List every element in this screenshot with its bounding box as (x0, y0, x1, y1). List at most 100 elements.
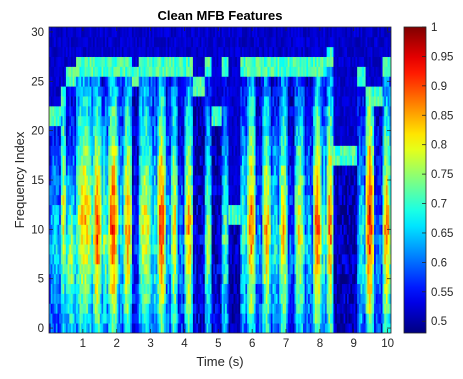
heatmap-cell (238, 125, 241, 136)
heatmap-cell (201, 263, 204, 275)
heatmap-cell (265, 175, 268, 186)
heatmap-cell (60, 234, 63, 245)
heatmap-cell (286, 283, 289, 294)
heatmap-cell (108, 135, 111, 146)
heatmap-cell (275, 125, 278, 136)
heatmap-cell (313, 125, 316, 136)
heatmap-cell (76, 96, 79, 107)
heatmap-cell (238, 165, 241, 176)
heatmap-cell (155, 165, 158, 176)
heatmap-cell (165, 224, 168, 235)
heatmap-cell (71, 46, 74, 58)
heatmap-cell (148, 115, 151, 127)
heatmap-cell (301, 105, 304, 117)
heatmap-cell (59, 303, 62, 314)
heatmap-cell (265, 254, 268, 265)
heatmap-cell (62, 46, 65, 58)
heatmap-cell (84, 86, 87, 97)
heatmap-cell (115, 115, 118, 127)
heatmap-cell (302, 293, 306, 304)
heatmap-cell (160, 86, 163, 97)
heatmap-cell (216, 105, 219, 117)
heatmap-cell (286, 105, 289, 117)
heatmap-cell (235, 36, 238, 48)
heatmap-cell (192, 96, 195, 107)
heatmap-cell (319, 115, 322, 127)
heatmap-cell (81, 303, 84, 314)
heatmap-cell (65, 165, 69, 176)
heatmap-cell (87, 145, 91, 156)
heatmap-cell (99, 175, 102, 186)
heatmap-cell (118, 135, 121, 146)
heatmap-cell (301, 175, 304, 186)
heatmap-cell (91, 273, 94, 285)
heatmap-cell (135, 303, 138, 314)
heatmap-cell (213, 184, 216, 196)
heatmap-cell (182, 224, 185, 235)
heatmap-cell (235, 204, 238, 215)
heatmap-cell (179, 36, 182, 48)
heatmap-cell (184, 234, 187, 245)
heatmap-cell (236, 86, 240, 97)
heatmap-cell (289, 303, 292, 314)
heatmap-cell (94, 27, 97, 38)
heatmap-cell (106, 66, 109, 77)
heatmap-cell (148, 165, 151, 176)
heatmap-cell (302, 56, 306, 67)
heatmap-cell (148, 323, 151, 333)
heatmap-cell (59, 184, 62, 196)
heatmap-cell (311, 244, 314, 255)
heatmap-cell (159, 115, 162, 127)
heatmap-cell (280, 254, 284, 265)
heatmap-cell (184, 27, 187, 38)
heatmap-cell (297, 145, 300, 156)
heatmap-cell (74, 234, 77, 245)
heatmap-cell (123, 263, 126, 275)
heatmap-cell (167, 56, 170, 67)
heatmap-cell (314, 283, 317, 294)
heatmap-cell (59, 293, 62, 304)
heatmap-cell (233, 155, 236, 166)
heatmap-cell (155, 155, 158, 166)
heatmap-cell (294, 254, 297, 265)
heatmap-cell (292, 56, 295, 67)
heatmap-cell (319, 46, 322, 58)
heatmap-cell (235, 224, 238, 235)
heatmap-cell (49, 234, 52, 245)
heatmap-cell (287, 165, 290, 176)
heatmap-cell (272, 36, 275, 48)
heatmap-cell (181, 263, 184, 275)
heatmap-cell (142, 254, 145, 265)
heatmap-cell (267, 76, 270, 87)
heatmap-cell (131, 293, 135, 304)
heatmap-cell (291, 244, 294, 255)
heatmap-cell (52, 125, 55, 136)
heatmap-cell (187, 273, 190, 285)
heatmap-cell (284, 194, 287, 206)
heatmap-cell (286, 86, 289, 97)
heatmap-cell (131, 105, 135, 117)
heatmap-cell (286, 214, 289, 225)
heatmap-cell (182, 86, 185, 97)
heatmap-cell (216, 184, 219, 196)
heatmap-cell (81, 27, 84, 38)
heatmap-cell (186, 184, 189, 196)
heatmap-cell (153, 125, 157, 136)
heatmap-cell (284, 165, 287, 176)
heatmap-cell (82, 27, 85, 38)
heatmap-cell (157, 184, 160, 196)
heatmap-cell (167, 66, 170, 77)
heatmap-cell (113, 283, 116, 294)
heatmap-cell (221, 105, 224, 117)
heatmap-cell (238, 105, 241, 117)
heatmap-cell (135, 273, 138, 285)
heatmap-cell (101, 244, 104, 255)
heatmap-cell (106, 27, 109, 38)
heatmap-cell (140, 254, 143, 265)
heatmap-cell (153, 184, 157, 196)
heatmap-cell (167, 86, 170, 97)
heatmap-cell (118, 96, 121, 107)
heatmap-cell (314, 76, 317, 87)
heatmap-cell (138, 36, 141, 48)
heatmap-cell (260, 66, 263, 77)
